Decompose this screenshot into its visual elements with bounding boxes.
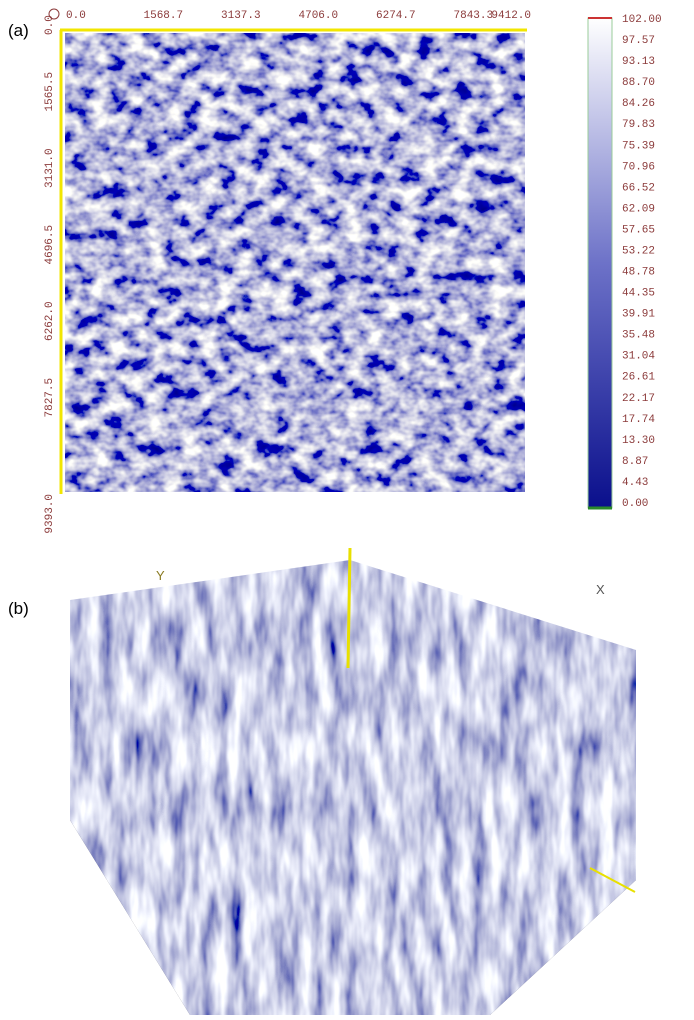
x-tick-label: 0.0 (66, 10, 86, 22)
colorbar-tick-label: 79.83 (622, 119, 655, 131)
afm-image (65, 33, 525, 492)
y-tick-label: 6262.0 (44, 301, 56, 341)
colorbar (587, 17, 613, 509)
y-tick-label: 3131.0 (44, 148, 56, 188)
colorbar-tick-label: 57.65 (622, 224, 655, 236)
colorbar-tick-label: 44.35 (622, 288, 655, 300)
origin-marker (48, 8, 60, 20)
colorbar-tick-label: 62.09 (622, 203, 655, 215)
colorbar-tick-label: 13.30 (622, 435, 655, 447)
colorbar-tick-label: 39.91 (622, 309, 655, 321)
colorbar-tick-label: 88.70 (622, 77, 655, 89)
colorbar-tick-label: 66.52 (622, 182, 655, 194)
colorbar-tick-label: 22.17 (622, 393, 655, 405)
colorbar-tick-label: 31.04 (622, 351, 655, 363)
panel-label: (b) (8, 599, 29, 618)
colorbar-tick-label: 26.61 (622, 372, 655, 384)
y-tick-label: 7827.5 (44, 378, 56, 418)
y-tick-label: 9393.0 (44, 494, 56, 534)
y-tick-label: 4696.5 (44, 225, 56, 265)
x-tick-label: 9412.0 (491, 10, 531, 22)
colorbar-tick-label: 70.96 (622, 161, 655, 173)
axis-label: Y (156, 568, 165, 583)
colorbar-tick-label: 84.26 (622, 98, 655, 110)
x-tick-label: 6274.7 (376, 10, 416, 22)
colorbar-tick-label: 53.22 (622, 245, 655, 257)
colorbar-tick-label: 93.13 (622, 56, 655, 68)
x-tick-label: 7843.3 (454, 10, 494, 22)
colorbar-tick-label: 97.57 (622, 35, 655, 47)
colorbar-tick-label: 35.48 (622, 330, 655, 342)
z-axis (346, 547, 352, 669)
colorbar-tick-label: 48.78 (622, 267, 655, 279)
y-tick-label: 1565.5 (44, 72, 56, 112)
axis-label: X (596, 582, 605, 597)
colorbar-tick-label: 4.43 (622, 477, 648, 489)
colorbar-tick-label: 102.00 (622, 14, 662, 26)
colorbar-tick-label: 75.39 (622, 140, 655, 152)
y-tick-label: 0.0 (44, 15, 56, 35)
colorbar-tick-label: 8.87 (622, 456, 648, 468)
panel-label: (a) (8, 21, 29, 40)
colorbar-tick-label: 0.00 (622, 498, 648, 510)
x-tick-label: 4706.0 (299, 10, 339, 22)
x-tick-label: 1568.7 (144, 10, 184, 22)
afm-3d-surface (70, 560, 636, 1015)
colorbar-tick-label: 17.74 (622, 414, 655, 426)
x-tick-label: 3137.3 (221, 10, 261, 22)
x-axis-3d (589, 867, 636, 893)
